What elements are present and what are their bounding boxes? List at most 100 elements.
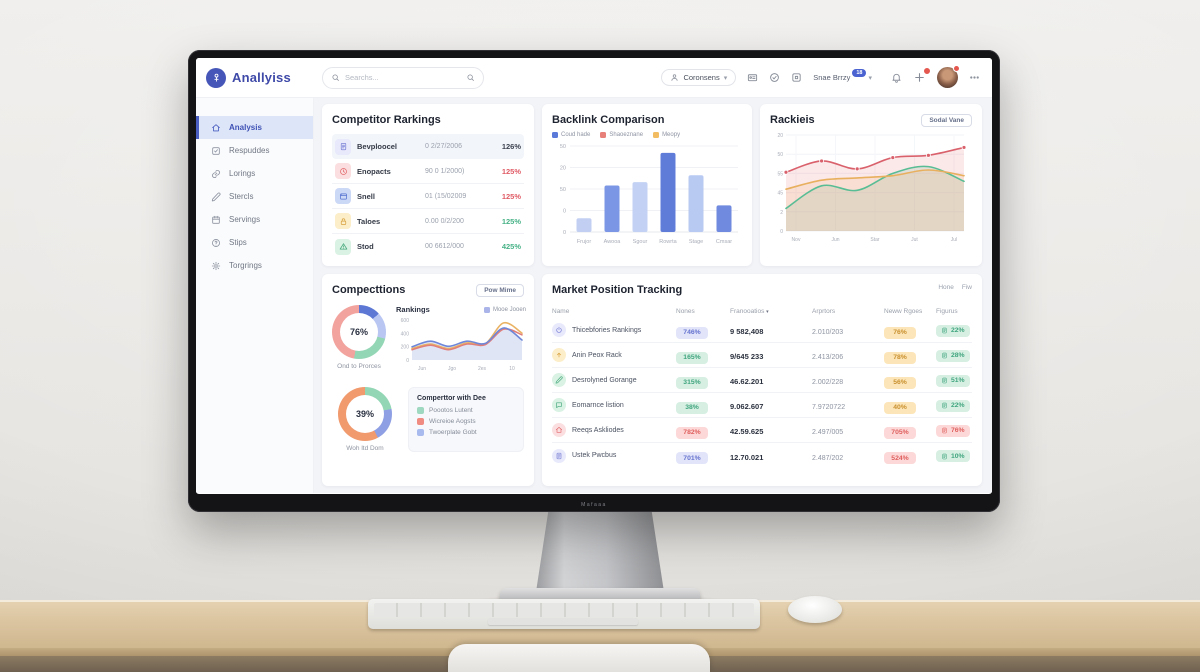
row-value: 2.413/206 <box>812 354 844 361</box>
monitor-brand: Mafaaa <box>581 502 607 508</box>
user-menu[interactable]: Snae Brrzy 18 ▾ <box>813 68 880 82</box>
svg-text:20: 20 <box>560 166 566 172</box>
table-row[interactable]: Reeqs Askliodes 782% 42.59.625 2.497/005 705… <box>552 418 972 443</box>
status-badge: 28% <box>936 349 970 362</box>
table-row[interactable]: Ustek Pwcbus 701% 12.70.021 2.487/202 524% 10… <box>552 443 972 468</box>
table-row[interactable]: Enopacts 90 0 1/2000) 125% <box>332 159 524 184</box>
avatar[interactable] <box>937 65 960 88</box>
svg-text:Jun: Jun <box>418 366 426 372</box>
sidebar-item-analysis[interactable]: Analysis <box>196 116 313 139</box>
sidebar-item-label: Respuddes <box>229 146 270 155</box>
table-header: Name Nones Franooatios ▾ Arprtors Neww Rgoes… <box>552 304 972 318</box>
sidebar-item-stips[interactable]: Stips <box>196 231 313 254</box>
search-icon <box>332 74 339 81</box>
row-name: Ustek Pwcbus <box>572 452 617 459</box>
table-row[interactable]: Bevploocel 0 2/27/2006 126% <box>332 134 524 159</box>
table-row[interactable]: Stod 00 6612/000 425% <box>332 234 524 259</box>
svg-text:2es: 2es <box>478 366 487 372</box>
link-hone[interactable]: Hone <box>938 284 954 291</box>
donut-percent: 39% <box>355 409 374 419</box>
line-chart: 20 50 55 45 2 0 Nov Jun Star Jut Jul <box>770 127 972 254</box>
svg-text:600: 600 <box>401 318 410 324</box>
sidebar-item-label: Analysis <box>229 123 262 132</box>
competitor-rankings-card: Competitor Rarkings Bevploocel 0 2/27/200… <box>322 104 534 266</box>
column-header[interactable]: Neww Rgoes <box>884 307 923 315</box>
consents-button[interactable]: Coronsens ▾ <box>661 69 737 86</box>
column-header[interactable]: Arprtors <box>812 307 836 315</box>
svg-text:Stage: Stage <box>689 239 703 245</box>
home-icon <box>212 123 220 131</box>
app-logo[interactable]: Anallyiss <box>206 67 322 88</box>
link-fiw[interactable]: Fiw <box>961 284 972 291</box>
status-badge: 76% <box>936 424 970 437</box>
column-header[interactable]: Franooatios ▾ <box>730 307 769 315</box>
search-bar[interactable] <box>322 66 484 89</box>
svg-text:200: 200 <box>401 345 410 351</box>
doc-icon <box>942 352 947 359</box>
donut-chart-2: 39% <box>338 387 392 441</box>
card-icon <box>748 74 758 82</box>
svg-text:Sgour: Sgour <box>633 239 648 245</box>
monitor: Anallyiss Coronsens ▾ <box>188 50 1000 512</box>
column-header[interactable]: Name <box>552 307 570 315</box>
sidebar-item-label: Stercls <box>229 192 254 201</box>
sidebar-item-respuddes[interactable]: Respuddes <box>196 139 313 162</box>
more-menu-button[interactable] <box>969 72 980 83</box>
legend-panel-title: Comperttor with Dee <box>417 395 486 402</box>
svg-text:0: 0 <box>563 230 566 236</box>
logo-text: Anallyiss <box>232 70 291 85</box>
dashboard-screen: Anallyiss Coronsens ▾ <box>196 58 992 494</box>
add-button[interactable] <box>913 67 931 84</box>
apps-icon-button[interactable] <box>791 72 802 83</box>
row-value: 7.9720722 <box>812 404 846 411</box>
status-badge: 315% <box>676 376 708 389</box>
table-row[interactable]: Taloes 0.00 0/2/200 125% <box>332 209 524 234</box>
column-header[interactable]: Figurus <box>936 307 958 315</box>
sidebar-item-label: Torgrings <box>229 261 262 270</box>
app-body: Analysis Respuddes Lorings Stercls Servings S… <box>196 98 992 493</box>
donut-label: Ond to Prorces <box>337 363 381 370</box>
legend-item: Wicreioe Aogsts <box>417 418 515 425</box>
svg-text:Jun: Jun <box>831 237 839 243</box>
table-row[interactable]: Thicebfories Rankings 746% 9 582,408 2.010/… <box>552 318 972 343</box>
status-badge: 51% <box>936 374 970 387</box>
rackieis-card: Rackieis Sodal Vane 20 50 55 45 2 0 Nov Jun Star… <box>760 104 982 266</box>
competitor-legend-panel: Comperttor with Dee Poootos Lutent Wicrei… <box>408 387 524 452</box>
table-row[interactable]: Anin Peox Rack 165% 9/645 233 2.413/206 78% 2… <box>552 343 972 368</box>
search-input[interactable] <box>345 73 461 82</box>
column-header[interactable]: Nones <box>676 307 695 315</box>
status-badge: 524% <box>884 452 916 464</box>
sidebar-item-lorings[interactable]: Lorings <box>196 162 313 185</box>
table-row[interactable]: Snell 01 (15/02009 125% <box>332 184 524 209</box>
sidebar-item-torgrings[interactable]: Torgrings <box>196 254 313 277</box>
svg-text:0: 0 <box>780 229 783 235</box>
row-name: Enopacts <box>357 166 391 176</box>
svg-text:Jgo: Jgo <box>448 366 456 372</box>
row-name: Anin Peox Rack <box>572 351 622 359</box>
row-percent: 425% <box>501 242 521 251</box>
card-title: Competitor Rarkings <box>332 114 441 126</box>
table-row[interactable]: Desrolyned Gorange 315% 46.62.201 2.002/228… <box>552 368 972 393</box>
sidebar-item-stercls[interactable]: Stercls <box>196 185 313 208</box>
pow-mime-button[interactable]: Pow Mime <box>476 284 524 297</box>
notification-dot <box>923 67 931 75</box>
id-card-icon-button[interactable] <box>747 72 758 83</box>
svg-text:20: 20 <box>777 133 783 139</box>
check-circle-icon-button[interactable] <box>769 72 780 83</box>
row-name: Eomarnce listion <box>572 401 624 409</box>
chevron-down-icon: ▾ <box>868 74 872 82</box>
pencil-icon <box>555 376 563 384</box>
status-badge: 165% <box>676 351 708 364</box>
sidebar-item-servings[interactable]: Servings <box>196 208 313 231</box>
svg-text:55: 55 <box>777 171 783 177</box>
status-badge: 705% <box>884 426 916 439</box>
row-name: Snell <box>357 191 375 201</box>
status-badge: 10% <box>936 450 970 462</box>
sodal-vane-button[interactable]: Sodal Vane <box>921 114 972 127</box>
status-badge: 22% <box>936 324 970 337</box>
status-badge: 782% <box>676 426 708 439</box>
table-row[interactable]: Eomarnce listion 38% 9.062.607 7.9720722 40%… <box>552 393 972 418</box>
row-name: Bevploocel <box>357 142 398 151</box>
doc-icon <box>556 452 562 459</box>
bell-icon-button[interactable] <box>891 72 902 83</box>
